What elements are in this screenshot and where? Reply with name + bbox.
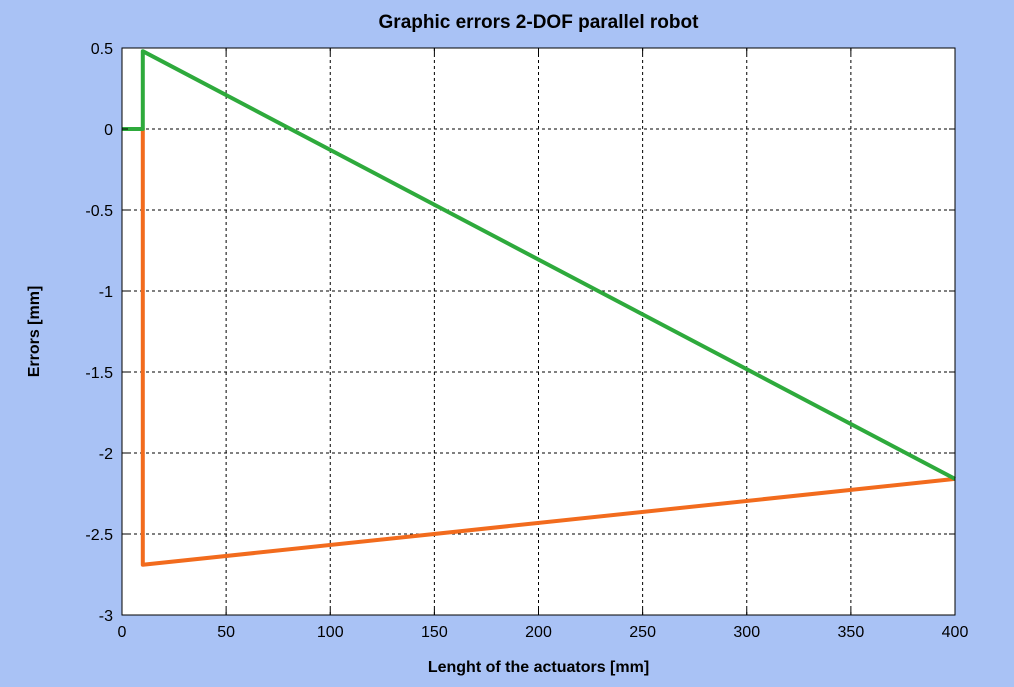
y-tick-label: -2: [99, 446, 113, 463]
y-tick-label: 0: [104, 122, 113, 139]
x-tick-label: 50: [217, 624, 235, 641]
y-tick-label: -1: [99, 284, 113, 301]
x-tick-label: 150: [421, 624, 448, 641]
chart-title: Graphic errors 2-DOF parallel robot: [379, 12, 700, 33]
y-tick-label: 0.5: [91, 41, 113, 58]
y-axis-label: Errors [mm]: [26, 286, 43, 378]
x-tick-label: 250: [629, 624, 656, 641]
x-tick-label: 0: [118, 624, 127, 641]
x-tick-label: 400: [942, 624, 969, 641]
series-layer: [122, 49, 956, 567]
grid-lines: [122, 48, 955, 615]
x-tick-label: 100: [317, 624, 344, 641]
x-axis-label: Lenght of the actuators [mm]: [428, 659, 649, 676]
x-tick-label: 300: [733, 624, 760, 641]
y-tick-label: -2.5: [85, 527, 113, 544]
tick-labels: 0 50 100 150 200 250 300 350 400 0.5 0 -0.5 -1 -1.5 -2…: [85, 41, 968, 641]
series-line-2: [122, 49, 956, 481]
x-tick-label: 200: [525, 624, 552, 641]
tick-marks: [121, 47, 956, 616]
y-tick-label: -1.5: [85, 365, 113, 382]
x-tick-label: 350: [838, 624, 865, 641]
y-tick-label: -3: [99, 608, 113, 625]
y-tick-label: -0.5: [85, 203, 113, 220]
